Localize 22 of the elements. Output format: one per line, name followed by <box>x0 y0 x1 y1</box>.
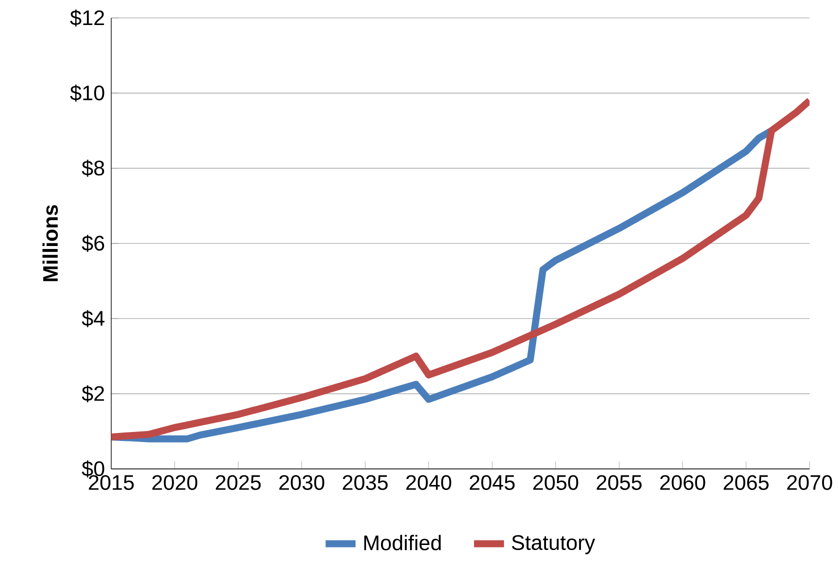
x-tick-label: 2040 <box>406 475 452 490</box>
x-tick-label: 2045 <box>470 475 515 490</box>
x-tick-label: 2070 <box>787 475 832 490</box>
y-tick-label: $10 <box>70 84 104 102</box>
y-tick-label: $8 <box>82 160 104 177</box>
x-tick-label: 2055 <box>596 475 642 490</box>
x-tick-label: 2060 <box>660 475 706 490</box>
x-tick-label: 2035 <box>342 475 388 490</box>
y-tick-label: $12 <box>70 9 104 26</box>
x-tick-label: 2030 <box>279 475 324 490</box>
x-tick-label: 2025 <box>216 475 261 490</box>
legend-label: Modified <box>364 534 441 550</box>
x-tick-label: 2065 <box>724 475 769 490</box>
y-axis-title: Millions <box>42 205 58 282</box>
x-tick-label: 2020 <box>152 475 198 490</box>
y-tick-label: $6 <box>82 234 104 252</box>
y-tick-label: $4 <box>82 310 104 328</box>
x-tick-label: 2015 <box>88 475 134 490</box>
y-tick-label: $2 <box>82 385 104 402</box>
y-tick-label: $0 <box>82 460 104 478</box>
legend-label: Statutory <box>512 535 596 554</box>
x-tick-label: 2050 <box>533 475 578 490</box>
